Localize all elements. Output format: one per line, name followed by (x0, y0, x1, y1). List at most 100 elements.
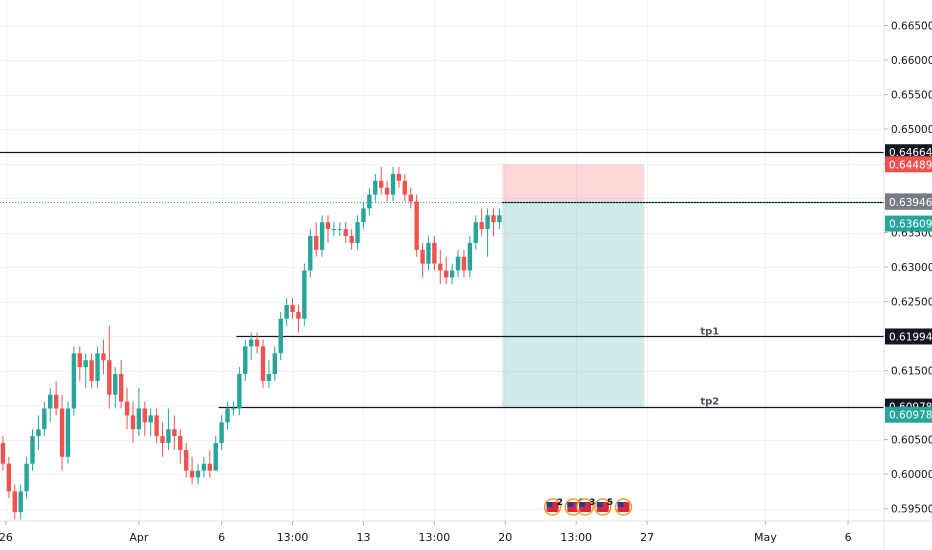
candle-body (467, 242, 473, 271)
short-position-tool[interactable] (502, 164, 645, 407)
candle-body (284, 305, 289, 319)
candle-body (136, 408, 142, 430)
price-tick-label: 0.63000 (891, 262, 932, 274)
stop-loss-zone[interactable] (502, 164, 645, 202)
current-price-badge: 0.63946 (889, 197, 932, 209)
candlestick-series (0, 166, 502, 519)
candle-body (231, 408, 236, 410)
candle-body (331, 229, 337, 231)
candle-body (12, 491, 17, 513)
candle-body (373, 180, 378, 195)
candle-body (83, 360, 88, 368)
horizontal-lines[interactable] (0, 151, 884, 409)
time-tick-label: May (754, 531, 777, 544)
candle-body (414, 201, 419, 250)
time-axis[interactable]: 26 Apr 6 13:00 13 13:00 20 13:00 27 May 6 (0, 521, 852, 544)
candle-body (254, 339, 260, 347)
candle-body (491, 215, 496, 223)
candle-body (107, 360, 112, 395)
candle-body (497, 215, 502, 223)
time-tick-label: 6 (218, 531, 225, 544)
candle-body (48, 394, 53, 409)
level-price-badge: 0.61994 (889, 331, 932, 343)
time-tick-label: 13 (356, 531, 370, 544)
take-profit-zone[interactable] (502, 201, 645, 407)
flag-canton-icon (567, 502, 574, 507)
candle-body (118, 374, 124, 402)
price-tick-label: 0.65000 (891, 124, 932, 136)
candle-body (201, 463, 207, 471)
candle-body (479, 222, 484, 230)
candle-body (319, 222, 325, 250)
event-markers[interactable]: 2435 (543, 498, 633, 516)
level-price-badge-background (885, 144, 932, 161)
candle-body (302, 270, 307, 319)
candle-body (432, 242, 437, 264)
candle-body (384, 187, 390, 195)
candle-body (154, 415, 159, 437)
candle-body (178, 436, 183, 450)
price-tick-label: 0.60500 (891, 435, 932, 447)
event-count-label: 2 (557, 498, 563, 508)
candle-body (36, 429, 41, 437)
candle-body (148, 415, 153, 423)
candle-body (65, 408, 71, 457)
time-tick-label: 13:00 (277, 531, 309, 544)
candle-body (183, 449, 189, 471)
candle-body (444, 270, 449, 278)
candle-body (130, 415, 136, 430)
candle-body (313, 236, 319, 250)
entry-price-badge-background (885, 215, 932, 232)
candle-body (361, 208, 366, 223)
candle-body (59, 408, 65, 457)
time-tick-label: 26 (0, 531, 13, 544)
candle-body (349, 236, 354, 243)
candle-body (53, 394, 59, 409)
flag-canton-icon (579, 502, 586, 507)
price-tick-label: 0.59500 (891, 504, 932, 516)
price-badges: 0.646640.639490.619940.609780.644890.639… (885, 144, 932, 423)
flag-canton-icon (617, 502, 624, 507)
candle-body (207, 463, 213, 471)
candle-body (378, 180, 384, 188)
candle-body (18, 491, 23, 513)
candle-body (237, 374, 242, 409)
candle-body (248, 339, 254, 347)
candle-body (42, 408, 47, 430)
candle-body (243, 346, 248, 375)
level-annotation-label: tp1 (700, 327, 719, 338)
candle-body (189, 470, 195, 478)
candle-body (337, 229, 343, 231)
candle-body (355, 222, 360, 243)
candle-body (24, 463, 29, 492)
candle-body (213, 443, 218, 471)
candle-body (296, 311, 301, 319)
time-tick-label: 13:00 (419, 531, 451, 544)
time-tick-label: 13:00 (560, 531, 592, 544)
price-axis[interactable]: 0.665000.660000.655000.650000.645000.640… (884, 21, 932, 516)
time-tick-label: 20 (498, 531, 512, 544)
flag-canton-icon (546, 502, 553, 507)
level-price-badge: 0.64664 (889, 147, 932, 159)
candle-body (172, 429, 177, 437)
candle-body (101, 353, 106, 361)
candle-body (449, 270, 455, 278)
candle-body (160, 436, 165, 444)
event-count-label: 3 (589, 498, 595, 508)
candle-body (408, 194, 413, 202)
candle-body (325, 222, 331, 230)
candle-body (438, 263, 443, 271)
target-price-badge: 0.60978 (889, 410, 932, 422)
candle-body (142, 408, 147, 423)
candle-body (308, 236, 313, 271)
time-tick-label: 6 (845, 531, 852, 544)
level-annotation-label: tp2 (700, 396, 719, 407)
price-tick-label: 0.60000 (891, 469, 932, 481)
candle-body (343, 229, 348, 237)
flag-canton-icon (596, 502, 603, 507)
candle-body (30, 436, 35, 464)
candle-body (420, 249, 425, 264)
candle-body (124, 401, 130, 416)
